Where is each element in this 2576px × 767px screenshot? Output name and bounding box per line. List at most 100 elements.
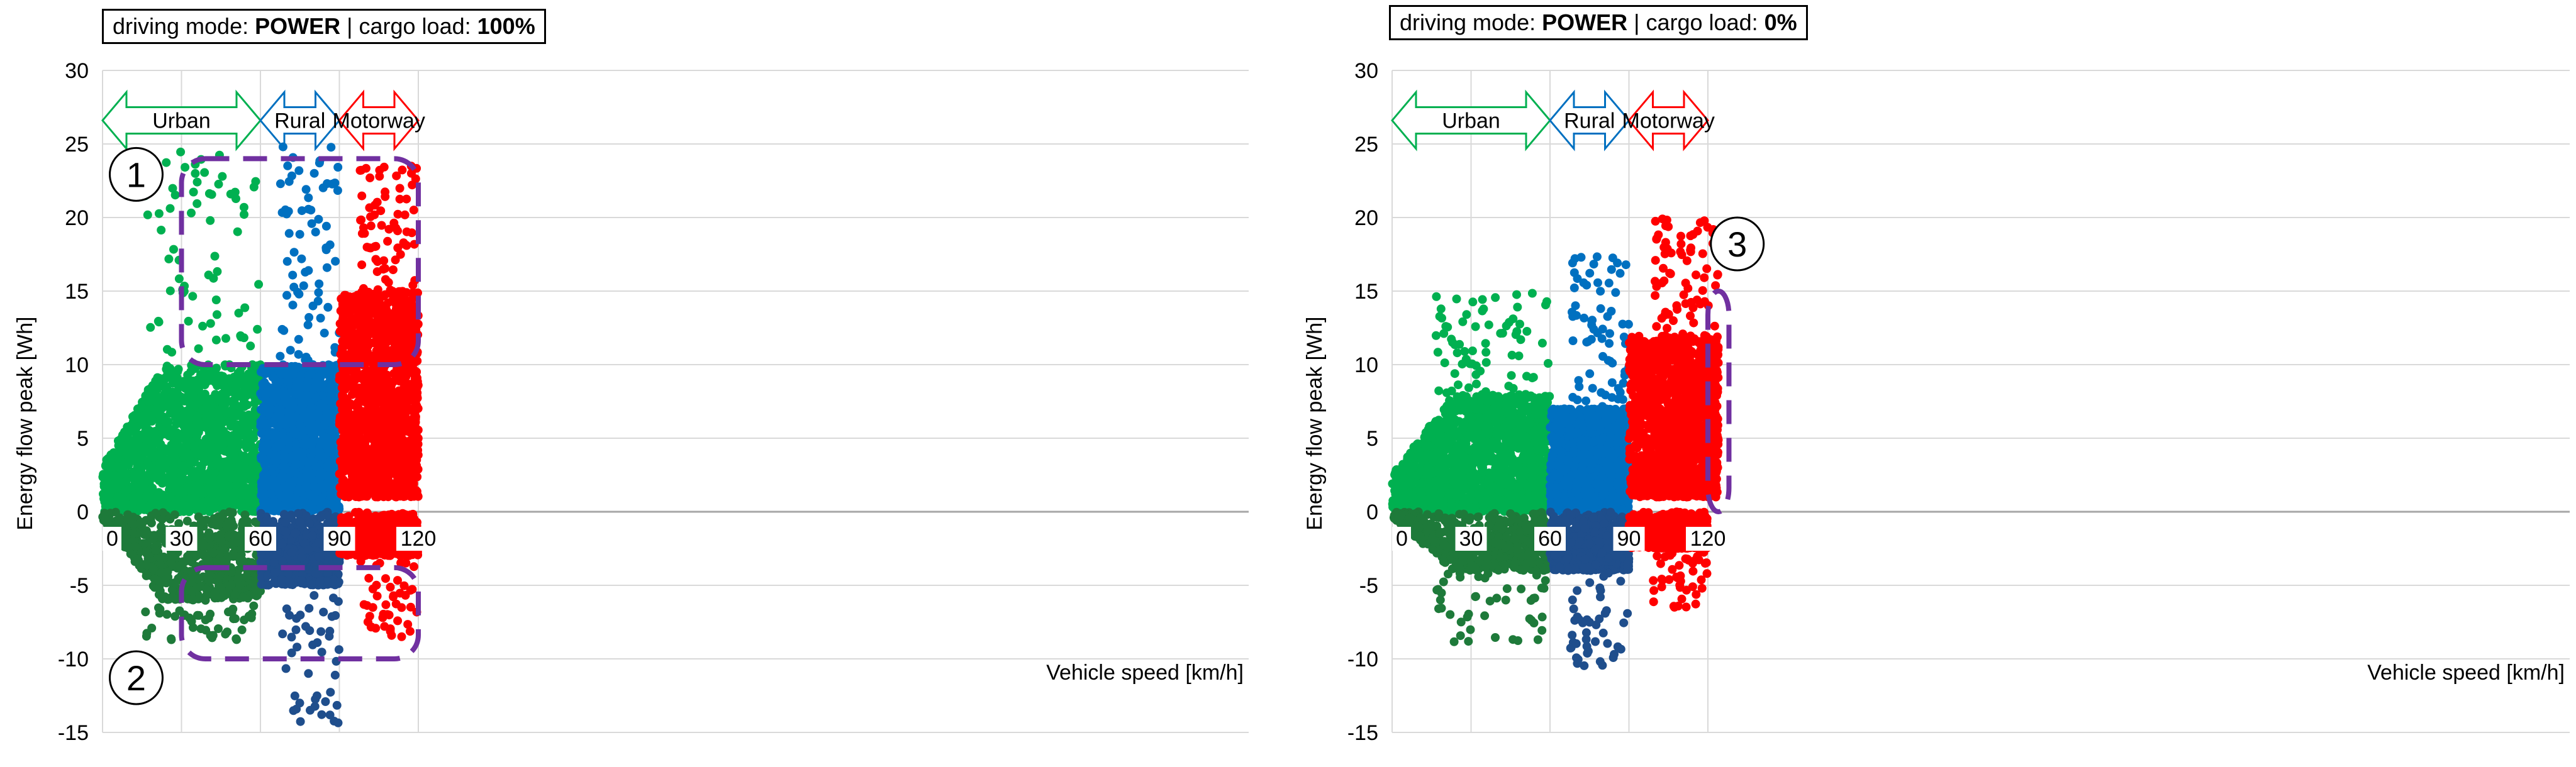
chart1-point (213, 267, 222, 276)
chart1-point (182, 516, 192, 526)
chart1-point (289, 248, 299, 257)
chart1-point (289, 387, 299, 397)
chart1-point (155, 458, 165, 468)
chart1-ytick-label: -10 (58, 648, 89, 671)
chart1-point (196, 450, 204, 460)
chart1-point (188, 390, 198, 400)
chart1-point (325, 710, 335, 720)
chart1-point (316, 627, 326, 636)
chart1-point (295, 698, 304, 708)
chart1-point (218, 172, 227, 181)
chart1-point (219, 377, 228, 386)
chart1-point (315, 470, 324, 479)
chart1-point (303, 320, 313, 329)
chart1-point (299, 281, 308, 290)
chart1-point (201, 434, 211, 444)
chart1-zone-label: Urban (152, 109, 211, 133)
chart1-point (277, 324, 287, 334)
chart1-point (313, 638, 322, 648)
chart1-point (141, 607, 150, 617)
chart1-point (278, 556, 287, 566)
chart1-point (276, 179, 285, 189)
chart1-point (174, 383, 184, 392)
chart1-point (153, 316, 163, 326)
chart1-ytick-label: -15 (58, 721, 89, 745)
chart1-point (329, 593, 338, 603)
chart1-point (155, 609, 164, 618)
chart1-point (181, 163, 190, 172)
chart1-point (233, 437, 242, 446)
chart1-point (182, 429, 191, 439)
chart1-point (276, 440, 286, 450)
chart1-point (284, 229, 294, 238)
chart1-mode-value: POWER (255, 13, 341, 39)
chart1-point (237, 625, 247, 634)
chart1-point (304, 193, 313, 202)
chart1-point (317, 710, 326, 719)
chart1-point (127, 456, 137, 465)
chart1-point (230, 531, 239, 541)
chart1-point (316, 314, 325, 323)
chart1-point (143, 210, 152, 219)
chart1-point (282, 257, 292, 266)
chart1-point (152, 473, 161, 482)
chart1-point (281, 421, 291, 429)
chart1-point (206, 319, 215, 328)
chart1-point (315, 279, 324, 289)
chart1-point (138, 442, 148, 451)
chart1-point (145, 462, 153, 472)
chart1-point (185, 408, 194, 417)
chart1-point (237, 333, 246, 342)
chart1-point (295, 517, 304, 527)
chart1-point (142, 526, 151, 536)
chart1-point (314, 288, 323, 297)
chart1-point (120, 495, 129, 505)
chart1-point (269, 558, 279, 567)
chart1-point (192, 412, 202, 421)
chart1-point (286, 477, 295, 487)
chart1-point (292, 378, 301, 388)
chart1-point (320, 421, 329, 430)
chart1-point (306, 206, 316, 215)
chart1-point (291, 625, 301, 634)
chart1-point (307, 219, 316, 228)
chart1-point (301, 412, 311, 421)
chart1-point (262, 367, 272, 376)
chart1-point (282, 290, 291, 300)
chart1-point (187, 617, 196, 626)
chart1-point (294, 500, 304, 510)
chart1-point (187, 377, 196, 387)
chart1-point (157, 226, 166, 235)
chart1-point (151, 546, 160, 555)
chart1-point (157, 515, 167, 524)
chart1-point (289, 282, 299, 292)
chart1-point (331, 257, 340, 266)
chart1-point (321, 499, 331, 509)
chart1-point (282, 604, 291, 614)
chart1-point (146, 323, 155, 332)
chart1-point (218, 495, 227, 504)
chart1-point (297, 553, 306, 562)
chart1-point (208, 631, 218, 640)
chart1-point (296, 397, 305, 407)
chart1-point (256, 417, 265, 426)
chart1-point (315, 577, 325, 587)
chart1-point (159, 444, 169, 453)
chart1-point (321, 245, 331, 255)
chart1-point (290, 691, 299, 700)
chart1-point (211, 335, 221, 345)
chart1-point (247, 452, 256, 461)
chart1-point (304, 604, 314, 613)
chart1-point (189, 441, 199, 451)
chart1-point (327, 378, 337, 387)
chart1-point (129, 520, 138, 529)
chart1-point (169, 245, 178, 254)
chart1-point (192, 199, 202, 208)
chart1-point (131, 542, 140, 551)
chart1-point (260, 460, 270, 470)
chart1-point (144, 397, 153, 406)
chart1-point (221, 629, 230, 639)
chart1-point (186, 467, 195, 477)
chart1-point (164, 254, 174, 263)
